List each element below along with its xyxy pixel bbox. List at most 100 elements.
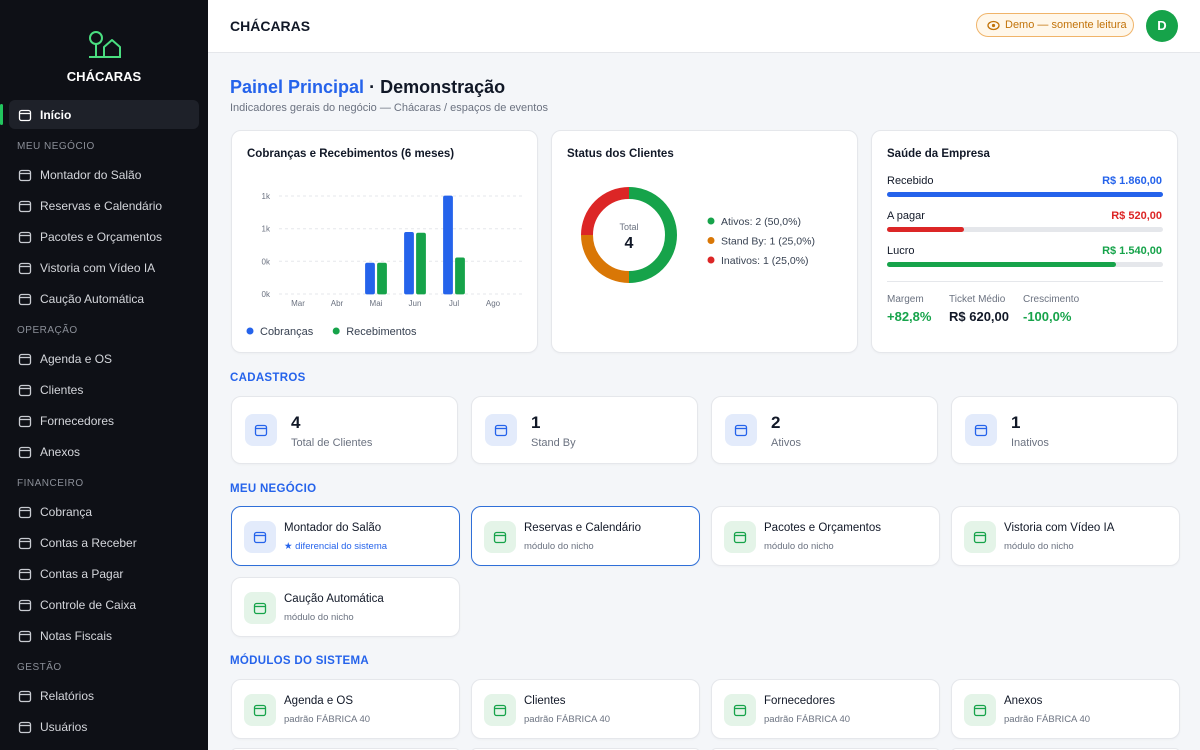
y-tick-label: 1k — [262, 192, 271, 201]
nav-label[interactable]: Fornecedores — [40, 414, 115, 428]
legend-swatch — [332, 327, 340, 335]
chart-card: Cobranças e Recebimentos (6 meses) 0k 0k 1k… — [231, 130, 538, 353]
nav-label[interactable]: Agenda e OS — [40, 352, 113, 366]
metric-value: R$ 1.860,00 — [1102, 175, 1162, 187]
icon-tile — [244, 521, 276, 553]
brand-logo — [89, 31, 121, 58]
donut-slice — [628, 187, 677, 283]
module-card[interactable]: Anexos padrão FÁBRICA 40 — [951, 679, 1180, 739]
donut-total: 4 — [625, 235, 634, 252]
icon-tile — [725, 414, 757, 446]
icon-shape — [18, 384, 32, 397]
module-title: Clientes — [524, 695, 566, 707]
icon-shape — [18, 231, 32, 244]
kpi-label: Crescimento — [1023, 294, 1080, 305]
nav-label[interactable]: Anexos — [40, 445, 81, 459]
module-card[interactable]: Montador do Salão ★ diferencial do sistem… — [231, 506, 460, 566]
icon-tile — [965, 414, 997, 446]
nav-label[interactable]: Relatórios — [40, 689, 95, 703]
nav-label[interactable]: Início — [40, 108, 72, 122]
icon-shape — [18, 599, 32, 612]
module-title: Caução Automática — [284, 593, 384, 605]
icon-shape — [18, 109, 32, 122]
icon-shape — [18, 568, 32, 581]
icon-tile — [485, 414, 517, 446]
kpi-value: -100,0% — [1023, 309, 1072, 324]
metric-name: Lucro — [887, 245, 915, 257]
progress-track — [887, 227, 1163, 232]
module-card[interactable]: Clientes padrão FÁBRICA 40 — [471, 679, 700, 739]
nav-label[interactable]: Pacotes e Orçamentos — [40, 230, 163, 244]
icon — [18, 568, 32, 581]
module-subtitle: padrão FÁBRICA 40 — [284, 714, 371, 725]
chart-title: Cobranças e Recebimentos (6 meses) — [247, 148, 455, 160]
nav-label[interactable]: Notas Fiscais — [40, 629, 113, 643]
icon-shape — [733, 531, 747, 544]
progress-bar — [887, 192, 1163, 197]
page-title: Painel Principal · Demonstração — [230, 77, 505, 98]
nav-label[interactable]: Clientes — [40, 383, 84, 397]
chart: 0k 0k 1k 1k Mar Abr Mai Jun Jul Ago Cobranças Receb… — [246, 192, 522, 338]
nav-label[interactable]: Contas a Pagar — [40, 567, 124, 581]
icon-tile — [724, 521, 756, 553]
icon-tile — [964, 521, 996, 553]
section-title: MÓDULOS DO SISTEMA — [230, 655, 369, 667]
icon-shape — [734, 424, 748, 437]
stat-card: 1 Inativos — [951, 396, 1178, 464]
icon-shape — [493, 704, 507, 717]
icon-shape — [18, 200, 32, 213]
nav-label[interactable]: Cobrança — [40, 505, 93, 519]
module-card[interactable]: Caução Automática módulo do nicho — [231, 577, 460, 637]
nav-label[interactable]: Contas a Receber — [40, 536, 137, 550]
module-card[interactable]: Reservas e Calendário módulo do nicho — [471, 506, 700, 566]
stat-label: Ativos — [771, 437, 801, 449]
icon — [494, 424, 508, 437]
icon — [733, 704, 747, 717]
icon — [253, 602, 267, 615]
badge-text: Demo — somente leitura — [1005, 19, 1127, 31]
stat-card: 1 Stand By — [471, 396, 698, 464]
module-title: Anexos — [1004, 695, 1043, 707]
icon-tile — [244, 592, 276, 624]
module-card[interactable]: Pacotes e Orçamentos módulo do nicho — [711, 506, 940, 566]
nav-label[interactable]: Montador do Salão — [40, 168, 142, 182]
module-subtitle: módulo do nicho — [764, 541, 834, 552]
legend-label: Cobranças — [260, 326, 314, 338]
eye-icon — [987, 20, 1000, 31]
nav-label[interactable]: Usuários — [40, 720, 88, 734]
section-title: CADASTROS — [230, 372, 306, 384]
icon-shape — [493, 531, 507, 544]
legend-swatch — [707, 217, 715, 225]
icon — [18, 537, 32, 550]
icon — [18, 231, 32, 244]
metric-value: R$ 520,00 — [1111, 210, 1162, 222]
nav-label[interactable]: Reservas e Calendário — [40, 199, 163, 213]
donut-center-label: Total — [619, 222, 638, 232]
donut-chart: Ativos: 2 (50,0%) Stand By: 1 (25,0%) Inat… — [581, 187, 815, 283]
module-card[interactable]: Fornecedores padrão FÁBRICA 40 — [711, 679, 940, 739]
module-subtitle: módulo do nicho — [284, 612, 354, 623]
module-title: Vistoria com Vídeo IA — [1004, 522, 1115, 534]
module-card[interactable]: Vistoria com Vídeo IA módulo do nicho — [951, 506, 1180, 566]
avatar[interactable]: D — [1146, 10, 1178, 42]
icon-shape — [18, 415, 32, 428]
module-title: Reservas e Calendário — [524, 522, 641, 534]
nav-item-active[interactable] — [9, 100, 199, 129]
icon-shape — [18, 353, 32, 366]
icon-shape — [18, 169, 32, 182]
nav-section-title: FINANCEIRO — [17, 478, 84, 489]
icon — [253, 531, 267, 544]
nav-label[interactable]: Caução Automática — [40, 292, 145, 306]
legend-label: Recebimentos — [346, 326, 417, 338]
progress-bar — [887, 262, 1116, 267]
progress-bar — [887, 227, 965, 232]
icon — [18, 169, 32, 182]
nav-label[interactable]: Controle de Caixa — [40, 598, 137, 612]
nav-label[interactable]: Vistoria com Vídeo IA — [40, 261, 156, 275]
module-title: Fornecedores — [764, 695, 835, 707]
icon — [18, 630, 32, 643]
module-card[interactable]: Agenda e OS padrão FÁBRICA 40 — [231, 679, 460, 739]
icon-shape — [733, 704, 747, 717]
bar — [416, 232, 426, 295]
